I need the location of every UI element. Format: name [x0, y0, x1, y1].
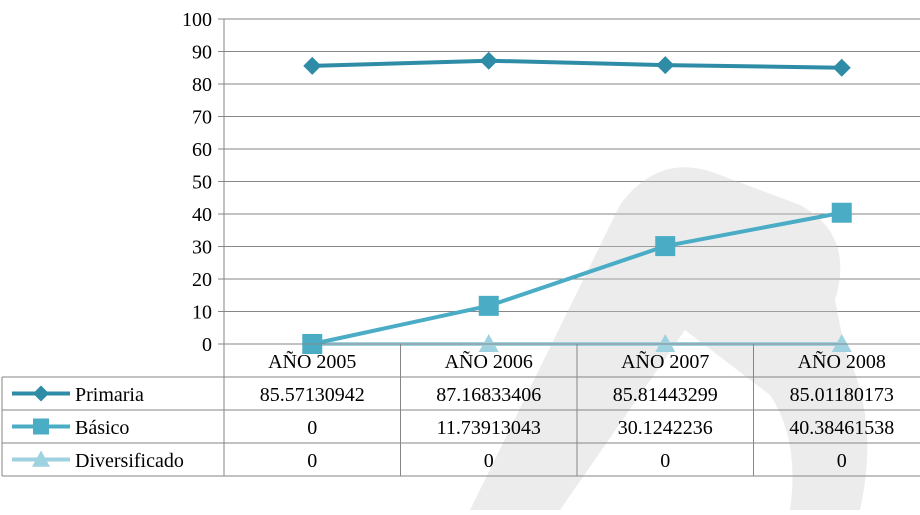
- y-tick-label: 70: [192, 107, 212, 129]
- marker-square: [831, 202, 852, 223]
- marker-diamond: [479, 51, 498, 70]
- marker-triangle: [831, 334, 852, 352]
- legend-key-triangle: [12, 450, 70, 467]
- watermark: [470, 167, 868, 510]
- y-tick-label: 100: [182, 9, 212, 31]
- legend-key-diamond: [12, 385, 70, 402]
- x-category-label: AÑO 2008: [798, 349, 886, 373]
- legend-series-name: Diversificado: [75, 450, 184, 472]
- data-table-cell: 85.81443299: [613, 384, 718, 406]
- x-category-label: AÑO 2005: [268, 349, 356, 373]
- marker-diamond: [656, 56, 675, 75]
- y-tick-label: 50: [192, 172, 212, 194]
- x-category-label: AÑO 2006: [445, 349, 533, 373]
- legend-series-name: Básico: [75, 417, 129, 439]
- data-table-cell: 0: [837, 450, 847, 472]
- marker-triangle: [32, 450, 50, 467]
- y-tick-label: 30: [192, 237, 212, 259]
- data-table-cell: 85.57130942: [260, 384, 365, 406]
- marker-triangle: [478, 334, 499, 352]
- legend-series-name: Primaria: [75, 384, 144, 406]
- data-table-cell: 40.38461538: [789, 417, 894, 439]
- y-tick-label: 0: [202, 334, 212, 356]
- y-tick-label: 40: [192, 204, 212, 226]
- data-table-cell: 11.73913043: [437, 417, 541, 439]
- marker-diamond: [303, 56, 322, 75]
- marker-triangle: [655, 334, 676, 352]
- y-tick-label: 80: [192, 74, 212, 96]
- series-line: [311, 210, 843, 346]
- data-table: AÑO 2005 AÑO 2006 AÑO 2007 AÑO 2008 Primaria…: [1, 343, 920, 477]
- marker-square: [478, 295, 499, 316]
- series-diamond: [303, 51, 851, 77]
- data-table-cell: 0: [307, 450, 317, 472]
- data-table-cell: 30.1242236: [618, 417, 713, 439]
- x-category-label: AÑO 2007: [621, 349, 709, 373]
- data-table-cell: 85.01180173: [790, 384, 894, 406]
- data-table-cell: 0: [660, 450, 670, 472]
- marker-square: [33, 418, 49, 435]
- data-table-cell: 87.16833406: [436, 384, 541, 406]
- marker-diamond: [832, 58, 851, 77]
- series-line: [312, 58, 842, 70]
- gridlines: [224, 18, 920, 345]
- y-tick-label: 20: [192, 269, 212, 291]
- marker-diamond: [33, 385, 49, 402]
- y-tick-label: 90: [192, 42, 212, 64]
- y-tick-label: 10: [192, 302, 212, 324]
- watermark-shape: [470, 167, 868, 510]
- data-table-cell: 0: [307, 417, 317, 439]
- legend-key-square: [12, 418, 70, 435]
- y-axis: 0 10 20 30 40 50 60 70 80 90 100: [182, 9, 225, 356]
- y-tick-label: 60: [192, 139, 212, 161]
- data-table-cell: 0: [484, 450, 494, 472]
- marker-square: [655, 236, 676, 257]
